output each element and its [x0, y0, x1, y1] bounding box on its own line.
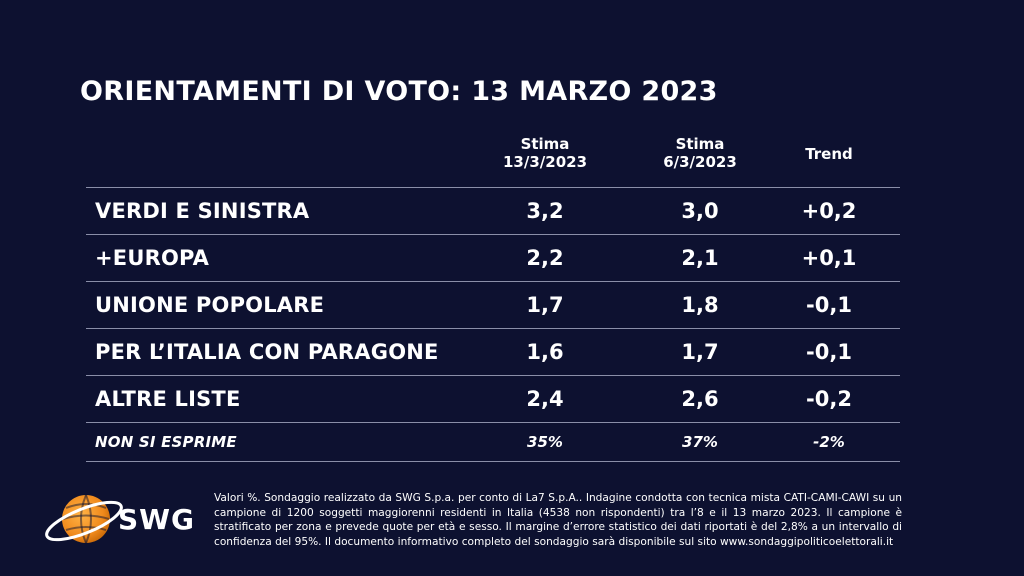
- table-cell: 35%: [527, 433, 563, 451]
- table-cell: 1,7: [526, 293, 564, 317]
- table-row: +EUROPA 2,2 2,1 +0,1: [86, 234, 900, 281]
- poll-table: VERDI E SINISTRA 3,2 3,0 +0,2 +EUROPA 2,…: [86, 187, 900, 462]
- column-header-line2: 13/3/2023: [502, 153, 588, 171]
- table-cell: -0,1: [806, 340, 852, 364]
- table-cell: 1,7: [681, 340, 719, 364]
- table-cell: -0,2: [806, 387, 852, 411]
- party-label: ALTRE LISTE: [95, 387, 241, 411]
- column-header-line1: Stima: [520, 135, 570, 153]
- column-header-stima-6-3: Stima 6/3/2023: [620, 135, 780, 171]
- table-cell: 2,4: [526, 387, 564, 411]
- logo-text: SWG: [118, 503, 196, 536]
- table-cell: 2,1: [681, 246, 719, 270]
- table-row: VERDI E SINISTRA 3,2 3,0 +0,2: [86, 187, 900, 234]
- table-cell: -2%: [813, 433, 845, 451]
- party-label: PER L’ITALIA CON PARAGONE: [95, 340, 439, 364]
- table-row: ALTRE LISTE 2,4 2,6 -0,2: [86, 375, 900, 422]
- table-row-non-si-esprime: NON SI ESPRIME 35% 37% -2%: [86, 422, 900, 462]
- party-label: VERDI E SINISTRA: [95, 199, 310, 223]
- table-cell: +0,2: [801, 199, 857, 223]
- table-cell: 1,8: [681, 293, 719, 317]
- table-cell: 3,0: [681, 199, 719, 223]
- table-cell: 3,2: [526, 199, 564, 223]
- table-cell: 1,6: [526, 340, 564, 364]
- table-row: PER L’ITALIA CON PARAGONE 1,6 1,7 -0,1: [86, 328, 900, 375]
- methodology-footnote: Valori %. Sondaggio realizzato da SWG S.…: [214, 492, 902, 548]
- table-row: UNIONE POPOLARE 1,7 1,8 -0,1: [86, 281, 900, 328]
- column-header-line1: Trend: [805, 145, 853, 163]
- table-cell: 37%: [682, 433, 718, 451]
- column-header-line1: Stima: [675, 135, 725, 153]
- column-header-stima-13-3: Stima 13/3/2023: [465, 135, 625, 171]
- column-header-trend: Trend: [749, 145, 909, 163]
- party-label: +EUROPA: [95, 246, 210, 270]
- party-label: NON SI ESPRIME: [95, 433, 237, 451]
- column-header-line2: 6/3/2023: [663, 153, 737, 171]
- table-cell: +0,1: [801, 246, 857, 270]
- party-label: UNIONE POPOLARE: [95, 293, 325, 317]
- table-cell: 2,2: [526, 246, 564, 270]
- swg-logo-icon: [45, 494, 123, 544]
- table-cell: 2,6: [681, 387, 719, 411]
- table-cell: -0,1: [806, 293, 852, 317]
- page-title: ORIENTAMENTI DI VOTO: 13 MARZO 2023: [80, 76, 718, 107]
